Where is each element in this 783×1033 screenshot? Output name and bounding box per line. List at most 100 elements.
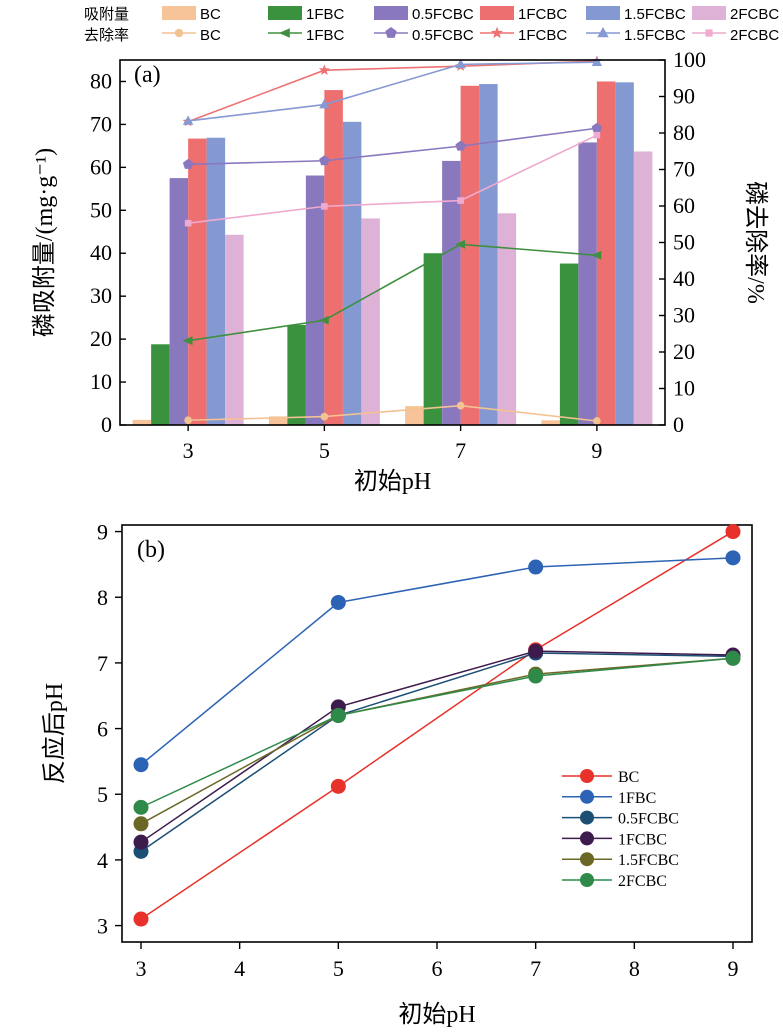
point-BC-3: [184, 416, 192, 424]
line-1FBC: [188, 244, 597, 340]
ylabel-right-a: 磷去除率/%: [742, 181, 769, 304]
ytick-right-label-80: 80: [673, 120, 695, 145]
ytick-left-label-70: 70: [90, 111, 112, 136]
xtick-label-b-8: 8: [629, 956, 640, 981]
b-point-2FCBC-9: [726, 651, 741, 666]
panel-b: 3 4 5 6 7 8 9 3 4 5 6 7 8 9 (b) 初始pH 反应后pH BC 1FBC 0.5FCBC 1…: [41, 520, 752, 1028]
legend-line-marker-1FBC: [279, 28, 290, 38]
legend-b-label-1FBC: 1FBC: [618, 790, 656, 807]
b-point-1FCBC-3: [134, 835, 149, 850]
legend-line-marker-BC: [175, 29, 183, 37]
legend-b-marker-1.5FCBC: [580, 852, 594, 866]
figure: 吸附量 去除率 BCBC1FBC1FBC0.5FCBC0.5FCBC1FCBC1…: [0, 0, 783, 1033]
legend-bar-swatch-BC: [162, 6, 196, 20]
point-BC-7: [457, 402, 465, 410]
ytick-right-label-20: 20: [673, 339, 695, 364]
legend-row2-label: 去除率: [84, 27, 129, 44]
xtick-label-b-7: 7: [530, 956, 541, 981]
legend-bar-swatch-2FCBC: [692, 6, 726, 20]
legend-bar-label-0.5FCBC: 0.5FCBC: [412, 6, 474, 23]
bar-0.5FCBC-9: [578, 142, 597, 425]
legend-b-label-1.5FCBC: 1.5FCBC: [618, 852, 679, 869]
ytick-right-label-30: 30: [673, 303, 695, 328]
ytick-label-b-5: 5: [97, 782, 108, 807]
ytick-left-label-30: 30: [90, 283, 112, 308]
panel-label-b: (b): [137, 537, 165, 563]
b-line-1FBC: [141, 558, 733, 765]
ytick-label-b-6: 6: [97, 717, 108, 742]
xtick-label-b-9: 9: [728, 956, 739, 981]
legend-b-label-0.5FCBC: 0.5FCBC: [618, 811, 679, 828]
legend-b-label-BC: BC: [618, 769, 639, 786]
bar-1FBC-9: [560, 264, 579, 425]
ytick-label-b-4: 4: [97, 848, 108, 873]
bar-1.5FCBC-9: [615, 82, 634, 425]
point-2FCBC-9: [594, 132, 601, 139]
ytick-left-label-0: 0: [101, 412, 112, 437]
xtick-label-b-4: 4: [234, 956, 245, 981]
point-BC-9: [593, 417, 601, 425]
b-point-2FCBC-3: [134, 800, 149, 815]
legend-b-marker-0.5FCBC: [580, 811, 594, 825]
panel-label-a: (a): [134, 62, 161, 88]
xtick-label-b-3: 3: [136, 956, 147, 981]
legend-line-marker-2FCBC: [705, 29, 712, 36]
b-line-2FCBC: [141, 658, 733, 807]
legend-bar-label-1FBC: 1FBC: [306, 6, 345, 23]
ytick-right-label-70: 70: [673, 157, 695, 182]
bar-1FCBC-7: [461, 86, 480, 425]
xtick-label-b-6: 6: [432, 956, 443, 981]
ytick-right-label-50: 50: [673, 230, 695, 255]
point-1FCBC-5: [319, 64, 330, 74]
legend-b-marker-1FCBC: [580, 831, 594, 845]
xtick-label-a-7: 7: [455, 438, 466, 463]
legend-line-marker-0.5FCBC: [385, 27, 396, 38]
legend-b-marker-1FBC: [580, 790, 594, 804]
b-point-1FBC-3: [134, 757, 149, 772]
ytick-left-label-40: 40: [90, 240, 112, 265]
bar-2FCBC-7: [498, 213, 517, 425]
ytick-label-b-8: 8: [97, 585, 108, 610]
legend-b-label-2FCBC: 2FCBC: [618, 873, 667, 890]
ylabel-left-a: 磷吸附量/(mg·g⁻¹): [31, 148, 58, 337]
bar-1.5FCBC-3: [207, 138, 226, 425]
point-2FCBC-3: [185, 220, 192, 227]
b-point-1FBC-9: [726, 550, 741, 565]
panel-a: 0102030405060708001020304050607080901003…: [31, 47, 769, 495]
bar-1FBC-7: [424, 253, 443, 425]
bar-1.5FCBC-5: [343, 122, 362, 425]
b-point-1FBC-7: [528, 560, 543, 575]
legend-bar-swatch-1FBC: [268, 6, 302, 20]
legend-b-marker-2FCBC: [580, 873, 594, 887]
line-1FCBC: [188, 61, 597, 122]
b-point-BC-9: [726, 524, 741, 539]
legend-line-label-1.5FCBC: 1.5FCBC: [624, 27, 686, 44]
b-point-BC-3: [134, 912, 149, 927]
ytick-right-label-100: 100: [673, 47, 706, 72]
ytick-label-b-9: 9: [97, 520, 108, 545]
line-BC: [188, 406, 597, 421]
ytick-left-label-50: 50: [90, 197, 112, 222]
legend-bar-label-1FCBC: 1FCBC: [518, 6, 567, 23]
bar-1FBC-5: [287, 325, 306, 425]
legend-items: BCBC1FBC1FBC0.5FCBC0.5FCBC1FCBC1FCBC1.5F…: [162, 6, 779, 44]
legend-bar-swatch-0.5FCBC: [374, 6, 408, 20]
ytick-label-b-7: 7: [97, 651, 108, 676]
point-2FCBC-5: [321, 203, 328, 210]
b-point-1.5FCBC-3: [134, 816, 149, 831]
bar-0.5FCBC-3: [170, 178, 189, 425]
ytick-label-b-3: 3: [97, 914, 108, 939]
legend-bar-label-BC: BC: [200, 6, 221, 23]
bar-1FBC-3: [151, 344, 170, 425]
xlabel-b: 初始pH: [398, 1001, 475, 1028]
point-BC-5: [321, 413, 329, 421]
ytick-left-label-60: 60: [90, 154, 112, 179]
bar-0.5FCBC-5: [306, 176, 325, 425]
b-point-1FCBC-7: [528, 644, 543, 659]
ytick-right-label-60: 60: [673, 193, 695, 218]
point-2FCBC-7: [457, 197, 464, 204]
bar-1FCBC-5: [324, 90, 343, 425]
b-point-2FCBC-5: [331, 708, 346, 723]
legend-top: 吸附量 去除率 BC BC 1FBC 1FBC 0.5FCBC 0.5FCBC 1FCBC 1…: [84, 6, 779, 44]
line-1.5FCBC: [188, 62, 597, 121]
